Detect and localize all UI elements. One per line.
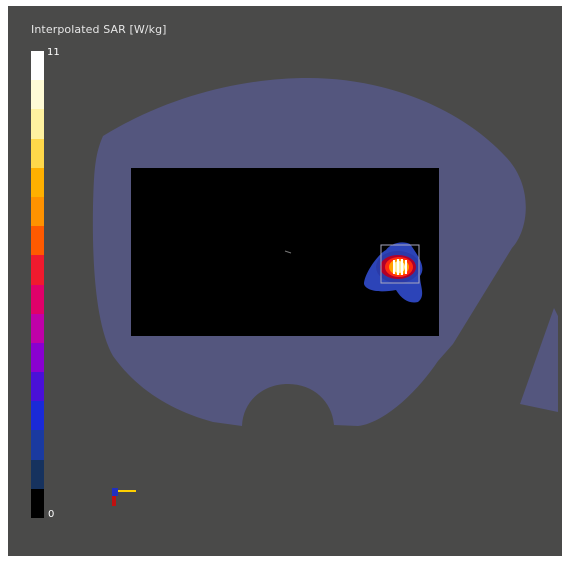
colorbar-segment <box>31 430 44 460</box>
colorbar-segment <box>31 138 44 168</box>
sar-hotspot <box>364 242 423 303</box>
colorbar-title: Interpolated SAR [W/kg] <box>31 23 167 36</box>
axes-triad-icon <box>112 488 136 506</box>
colorbar-min-label: 0 <box>48 509 55 520</box>
colorbar <box>31 51 44 518</box>
colorbar-segment <box>31 401 44 431</box>
colorbar-segment <box>31 313 44 343</box>
scene-canvas <box>92 78 558 506</box>
colorbar-segment <box>31 488 44 518</box>
colorbar-segment <box>31 196 44 227</box>
center-marker <box>284 250 292 254</box>
colorbar-segment <box>31 80 44 110</box>
colorbar-segment <box>31 109 44 139</box>
colorbar-segment <box>31 284 44 314</box>
colorbar-segment <box>31 226 44 256</box>
colorbar-segment <box>31 51 44 81</box>
phantom-side-fragment <box>520 308 558 412</box>
colorbar-segment <box>31 167 44 197</box>
sar-render-viewport[interactable]: Interpolated SAR [W/kg] 11 0 <box>8 6 562 556</box>
colorbar-max-label: 11 <box>47 47 60 58</box>
colorbar-segment <box>31 372 44 402</box>
colorbar-segment <box>31 459 44 489</box>
colorbar-segment <box>31 255 44 285</box>
colorbar-segment <box>31 342 44 373</box>
